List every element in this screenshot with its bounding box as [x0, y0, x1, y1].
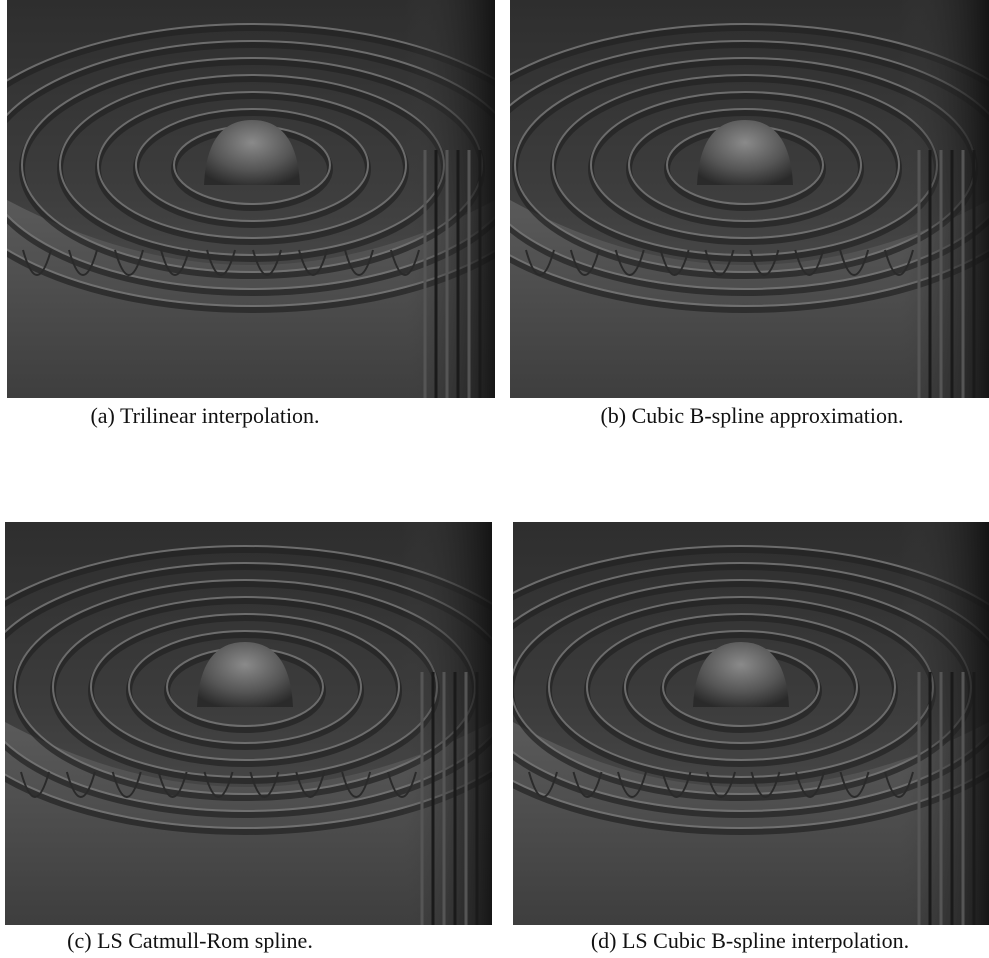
caption: (c) LS Catmull-Rom spline.	[67, 928, 313, 953]
caption: (b) Cubic B-spline approximation.	[600, 403, 903, 428]
page: (a) Trilinear interpolation. (b) Cubic B…	[0, 0, 989, 958]
rendered-surface	[435, 522, 989, 925]
rendered-surface	[0, 522, 551, 925]
figure: (a) Trilinear interpolation. (b) Cubic B…	[0, 0, 989, 958]
caption: (a) Trilinear interpolation.	[90, 403, 319, 428]
rendered-surface	[439, 0, 989, 398]
panels	[0, 0, 989, 925]
caption: (d) LS Cubic B-spline interpolation.	[591, 928, 909, 953]
rendered-surface	[0, 0, 558, 398]
